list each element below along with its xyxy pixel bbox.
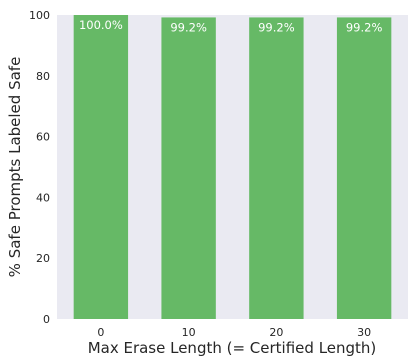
data-label-30: 99.2% (346, 20, 383, 34)
y-tick-labels: 0 20 40 60 80 100 (29, 9, 50, 326)
y-tick-80: 80 (36, 70, 50, 83)
x-tick-20: 20 (269, 326, 283, 339)
bar-labels-group: 100.0% 99.2% 99.2% 99.2% (79, 18, 383, 34)
bar-10 (161, 17, 216, 319)
bar-30 (336, 17, 392, 319)
bars-group (73, 15, 392, 319)
data-label-10: 99.2% (170, 20, 207, 34)
y-tick-20: 20 (36, 252, 50, 265)
y-tick-100: 100 (29, 9, 50, 22)
y-tick-60: 60 (36, 131, 50, 144)
y-tick-0: 0 (43, 313, 50, 326)
x-tick-10: 10 (182, 326, 196, 339)
x-tick-labels: 0 10 20 30 (97, 326, 371, 339)
x-tick-30: 30 (357, 326, 371, 339)
bar-20 (249, 17, 304, 319)
x-axis-label: Max Erase Length (= Certified Length) (88, 339, 377, 357)
y-tick-40: 40 (36, 191, 50, 204)
bar-0 (73, 15, 129, 319)
x-tick-0: 0 (97, 326, 104, 339)
data-label-20: 99.2% (258, 20, 295, 34)
data-label-0: 100.0% (79, 18, 123, 32)
y-axis-label: % Safe Prompts Labeled Safe (6, 57, 24, 278)
